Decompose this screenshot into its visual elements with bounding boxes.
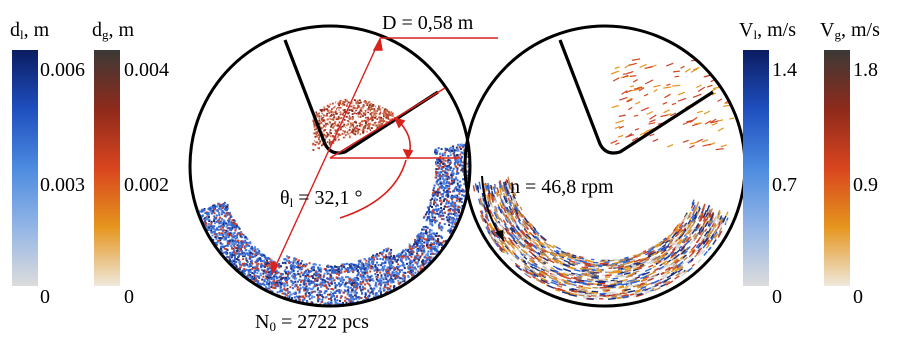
angle-annotation: [329, 87, 460, 219]
colorbar-v-l: [743, 50, 769, 286]
right-feed-chute: [558, 39, 714, 155]
left-drum: [188, 24, 498, 308]
colorbar-v-g-title: Vg, m/s: [820, 19, 880, 42]
left-particle-bed: [198, 143, 470, 306]
colorbar-v-g-tick-max: 1.8: [853, 59, 878, 81]
colorbar-d-l-tick-mid: 0.003: [40, 174, 85, 196]
colorbar-d-l: [12, 50, 38, 286]
colorbar-d-g-tick-min: 0: [124, 286, 134, 308]
colorbar-d-l-tick-min: 0: [40, 286, 50, 308]
left-drum-outline: [188, 24, 472, 308]
colorbar-v-l-tick-mid: 0.7: [772, 174, 797, 196]
angle-label: θl = 32,1 °: [280, 187, 363, 210]
colorbar-v-g-tick-min: 0: [853, 286, 863, 308]
colorbar-d-g-title: dg, m: [92, 19, 135, 42]
diameter-annotation: [270, 36, 498, 277]
colorbar-d-l-title: dl, m: [10, 19, 50, 42]
colorbar-v-l-tick-min: 0: [772, 286, 782, 308]
rotation-speed-label: n = 46,8 rpm: [510, 176, 614, 198]
colorbar-d-g: [94, 50, 120, 286]
colorbar-v-l-tick-max: 1.4: [772, 59, 797, 81]
diameter-label: D = 0,58 m: [382, 12, 474, 34]
colorbar-v-g-tick-mid: 0.9: [853, 174, 878, 196]
colorbar-v-g: [824, 50, 850, 286]
colorbar-d-g-tick-mid: 0.002: [124, 174, 169, 196]
colorbar-d-g-tick-max: 0.004: [124, 59, 169, 81]
colorbar-d-l-tick-max: 0.006: [40, 59, 85, 81]
feed-particle-pile: [312, 98, 394, 151]
particle-count-label: N0 = 2722 pcs: [255, 311, 369, 334]
left-feed-chute: [283, 39, 439, 155]
right-velocity-field: [472, 58, 735, 301]
colorbar-v-l-title: Vl, m/s: [739, 19, 796, 42]
rotation-arrow: [481, 175, 504, 242]
right-drum: [463, 24, 747, 308]
